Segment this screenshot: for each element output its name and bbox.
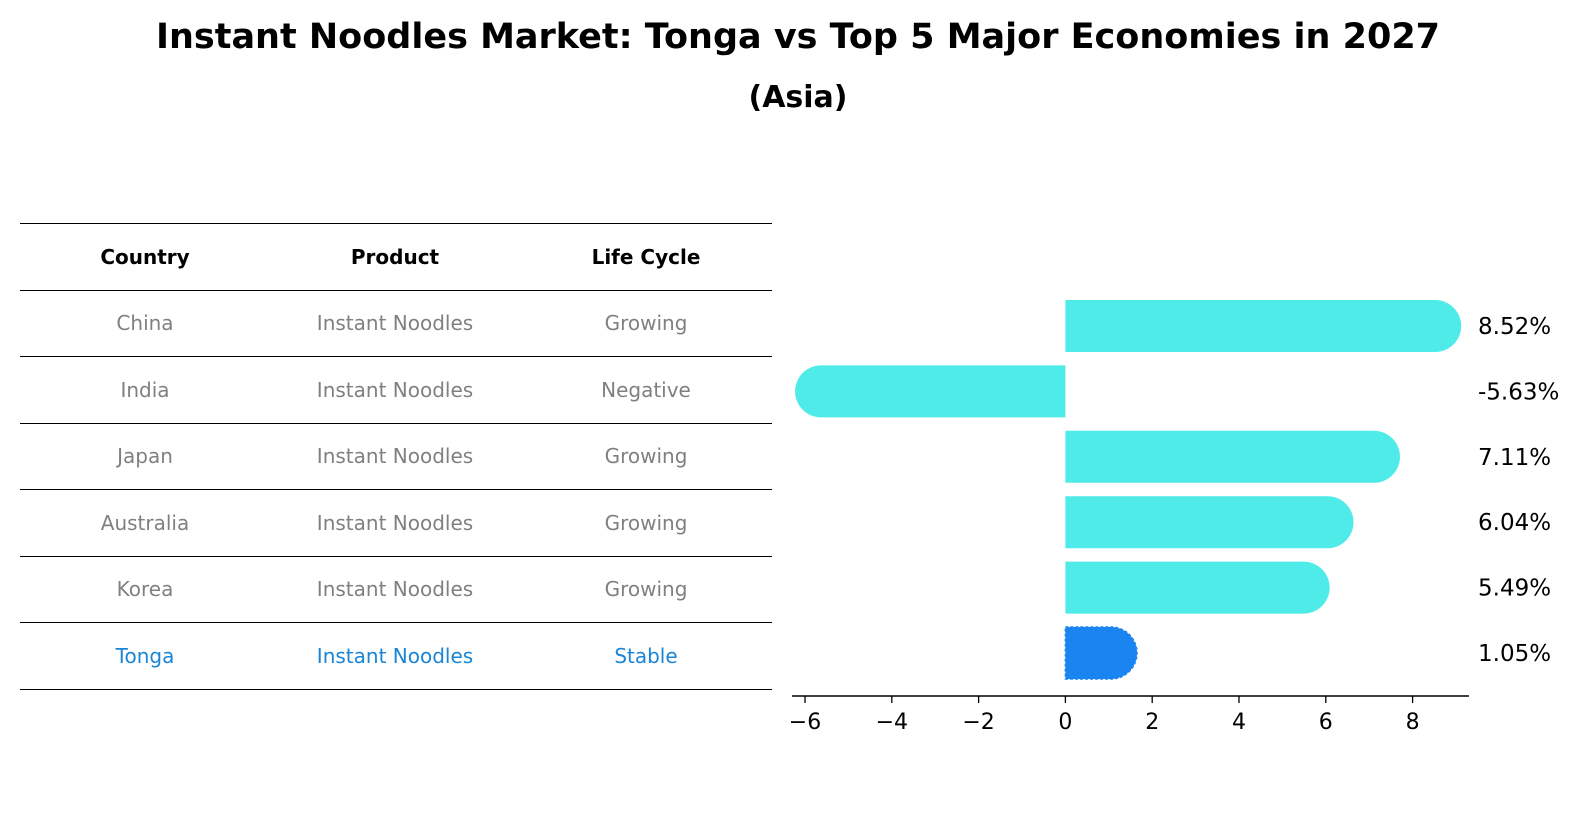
table-rule: [20, 489, 772, 490]
x-tick-label: −4: [876, 710, 908, 735]
table-rule: [20, 289, 772, 291]
value-label-china: 8.52%: [1478, 314, 1551, 340]
cell-life-cycle: Growing: [604, 444, 688, 469]
cell-country: Australia: [100, 510, 190, 535]
cell-product: Instant Noodles: [316, 577, 474, 602]
cell-country: China: [116, 311, 174, 336]
cell-life-cycle: Growing: [604, 311, 688, 336]
table-bottom-rule: [20, 688, 772, 690]
table-rule: [20, 555, 772, 557]
header-product: Product: [350, 244, 440, 269]
x-tick-label: 6: [1319, 710, 1333, 735]
cell-life-cycle: Negative: [601, 377, 691, 402]
data-table: Country Product Life Cycle China Instant…: [20, 223, 772, 690]
cell-life-cycle: Stable: [614, 643, 678, 668]
table-row-korea: Korea Instant Noodles Growing: [20, 557, 772, 623]
bar-tonga: [1064, 626, 1138, 680]
x-tick-label: 4: [1232, 710, 1246, 735]
x-tick-label: −6: [789, 710, 821, 735]
header-country: Country: [100, 244, 190, 269]
header-life-cycle: Life Cycle: [591, 244, 701, 269]
x-tick-label: 2: [1145, 710, 1159, 735]
bar-australia: [1065, 496, 1354, 549]
value-label-tonga: 1.05%: [1478, 641, 1551, 667]
table-rule: [20, 356, 772, 357]
table-rule: [20, 622, 772, 623]
table-row-china: China Instant Noodles Growing: [20, 291, 772, 357]
table-top-rule: [20, 223, 772, 224]
value-label-india: -5.63%: [1478, 379, 1559, 405]
table-header-row: Country Product Life Cycle: [20, 224, 772, 290]
table-row-japan: Japan Instant Noodles Growing: [20, 424, 772, 490]
table-rule: [20, 422, 772, 424]
cell-life-cycle: Growing: [604, 510, 688, 535]
value-label-japan: 7.11%: [1478, 445, 1551, 471]
cell-life-cycle: Growing: [604, 577, 688, 602]
bar-japan: [1065, 430, 1400, 483]
cell-country: India: [120, 377, 170, 402]
cell-product: Instant Noodles: [316, 510, 474, 535]
value-label-australia: 6.04%: [1478, 510, 1551, 536]
cell-country: Japan: [117, 444, 173, 469]
bar-india: [795, 365, 1066, 418]
chart-title: Instant Noodles Market: Tonga vs Top 5 M…: [155, 17, 1441, 57]
table-row-tonga: Tonga Instant Noodles Stable: [20, 623, 772, 689]
table-row-india: India Instant Noodles Negative: [20, 357, 772, 423]
cell-product: Instant Noodles: [316, 444, 474, 469]
cell-product: Instant Noodles: [316, 377, 474, 402]
cell-product: Instant Noodles: [316, 311, 474, 336]
bar-korea: [1065, 561, 1330, 614]
table-row-australia: Australia Instant Noodles Growing: [20, 490, 772, 556]
value-label-korea: 5.49%: [1478, 576, 1551, 602]
cell-country: Tonga: [115, 643, 175, 668]
cell-product: Instant Noodles: [316, 643, 474, 668]
x-tick-label: 8: [1406, 710, 1420, 735]
x-tick-label: 0: [1058, 710, 1072, 735]
x-tick-label: −2: [962, 710, 994, 735]
cell-country: Korea: [116, 577, 174, 602]
chart-subtitle: (Asia): [748, 80, 848, 115]
bar-china: [1065, 300, 1462, 352]
